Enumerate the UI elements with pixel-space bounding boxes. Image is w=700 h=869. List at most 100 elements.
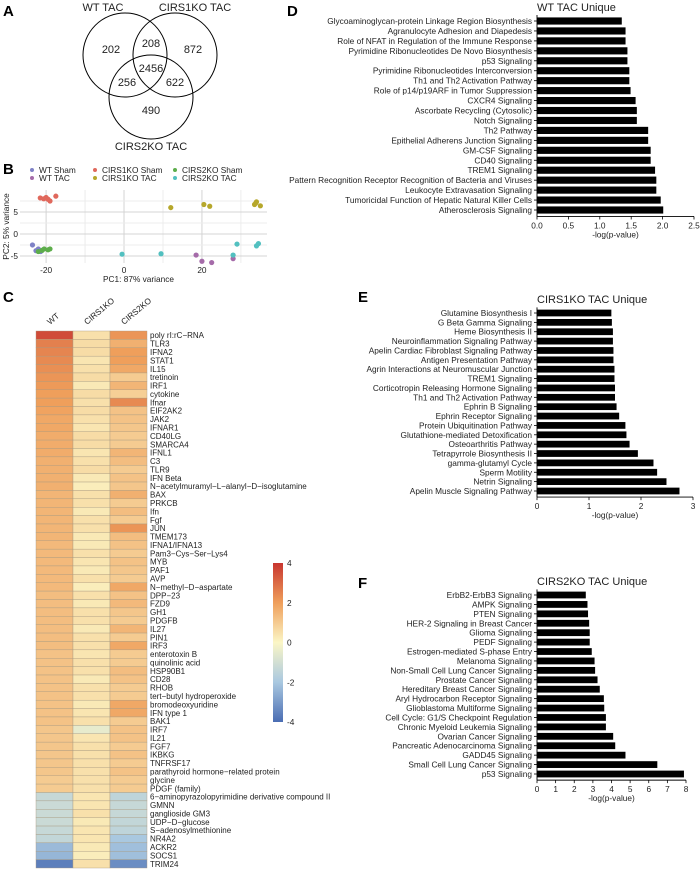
x-tick-label: -20 xyxy=(40,265,52,275)
heatmap-cell xyxy=(35,540,74,550)
heatmap-cell xyxy=(109,616,148,625)
heatmap-cell xyxy=(109,708,148,718)
x-tick-label: 5 xyxy=(628,784,633,794)
heatmap-cell xyxy=(109,574,148,583)
legend-marker xyxy=(173,168,177,172)
heatmap-row-label: ACKR2 xyxy=(150,843,177,852)
heatmap-row-label: Fgf xyxy=(150,516,162,525)
x-tick-label: 7 xyxy=(665,784,670,794)
heatmap-row-label: IFNA2 xyxy=(150,348,173,357)
heatmap-cell xyxy=(109,817,148,827)
heatmap-cell xyxy=(109,364,148,374)
bar-chart-cirs1ko-tac-unique: CIRS1KO TAC Unique Glutamine Biosynthesis… xyxy=(366,294,695,520)
heatmap-cell xyxy=(35,859,74,869)
heatmap-row-label: IFNAR1 xyxy=(150,423,179,432)
heatmap-cell xyxy=(72,683,111,692)
bar xyxy=(537,440,630,448)
heatmap-cell xyxy=(109,431,148,441)
heatmap-cell xyxy=(109,809,148,818)
heatmap-row-label: bromodeoxyuridine xyxy=(150,700,219,709)
heatmap-cell xyxy=(35,347,74,357)
heatmap-cell xyxy=(35,372,74,382)
category-label: PTEN Signaling xyxy=(473,609,532,619)
category-label: Pattern Recognition Receptor Recognition… xyxy=(289,175,532,185)
bar xyxy=(537,356,614,364)
venn-count-cirs2ko-only: 490 xyxy=(142,105,160,117)
heatmap-cell xyxy=(35,683,74,692)
data-point xyxy=(41,246,47,252)
category-label: Estrogen-mediated S-phase Entry xyxy=(407,647,533,657)
heatmap-cell xyxy=(109,465,148,474)
heatmap-row-label: RHOB xyxy=(150,684,173,693)
bar xyxy=(537,77,630,85)
heatmap-cell xyxy=(109,372,148,382)
heatmap-cell xyxy=(72,515,111,525)
heatmap-cell xyxy=(35,649,74,659)
category-label: Protein Ubiquitination Pathway xyxy=(419,420,533,430)
heatmap-cell xyxy=(72,708,111,718)
chart-title: WT TAC Unique xyxy=(537,2,616,14)
x-tick-label: 0.5 xyxy=(563,220,575,230)
category-label: Ovarian Cancer Signaling xyxy=(437,731,532,741)
category-label: Glutamine Biosynthesis I xyxy=(441,308,532,318)
legend-marker xyxy=(30,176,34,180)
heatmap-cell xyxy=(72,439,111,449)
data-point xyxy=(207,203,213,209)
category-label: GADD45 Signaling xyxy=(462,750,532,760)
venn-label-cirs2ko: CIRS2KO TAC xyxy=(115,141,187,153)
bar xyxy=(537,422,626,429)
heatmap-row-label: PDGFB xyxy=(150,616,178,625)
heatmap-cell xyxy=(35,750,74,760)
heatmap-cell xyxy=(35,582,74,592)
legend-label: WT TAC xyxy=(39,173,70,183)
heatmap-row-label: IL27 xyxy=(150,625,166,634)
heatmap-row-label: TLR3 xyxy=(150,340,170,349)
heatmap-cell xyxy=(109,834,148,844)
heatmap-cell xyxy=(72,414,111,424)
heatmap-row-label: IRF3 xyxy=(150,642,168,651)
heatmap-cell xyxy=(35,381,74,390)
heatmap-cell xyxy=(72,532,111,541)
data-point xyxy=(234,241,240,247)
heatmap-cell xyxy=(72,540,111,550)
category-label: Prostate Cancer Signaling xyxy=(436,675,533,685)
heatmap-cell xyxy=(109,699,148,709)
heatmap-column-label: CIRS1KO xyxy=(82,295,117,326)
category-label: Melanoma Signaling xyxy=(457,656,533,666)
x-tick-label: 0.0 xyxy=(531,220,543,230)
heatmap-row-label: PAF1 xyxy=(150,566,170,575)
heatmap-cell xyxy=(35,658,74,667)
heatmap-cell xyxy=(72,809,111,818)
colorbar-tick-label: 0 xyxy=(287,638,292,648)
heatmap-cell xyxy=(109,507,148,516)
heatmap-row-label: TRIM24 xyxy=(150,860,179,869)
heatmap-cell xyxy=(72,590,111,600)
heatmap-cell xyxy=(72,599,111,609)
heatmap-row-label: BAK1 xyxy=(150,717,171,726)
category-label: Agrin Interactions at Neuromuscular Junc… xyxy=(366,364,532,374)
heatmap-row-label: IFN Beta xyxy=(150,474,182,483)
venn-count-wt-cirs2ko: 256 xyxy=(118,77,136,89)
heatmap-cell xyxy=(109,666,148,676)
heatmap-row-label: TNFRSF17 xyxy=(150,759,191,768)
category-label: CD40 Signaling xyxy=(474,155,532,165)
heatmap-cell xyxy=(109,557,148,567)
heatmap-cell xyxy=(72,834,111,844)
x-tick-label: 3 xyxy=(591,784,596,794)
heatmap-row-label: PDGF (family) xyxy=(150,784,201,793)
bar xyxy=(537,761,658,768)
heatmap-cell xyxy=(72,792,111,802)
heatmap-cell xyxy=(72,767,111,776)
heatmap-row-label: MYB xyxy=(150,558,167,567)
heatmap-cell xyxy=(109,842,148,852)
bar xyxy=(537,638,590,646)
heatmap-row-label: glycine xyxy=(150,776,175,785)
category-label: Heme Biosynthesis II xyxy=(454,327,532,337)
heatmap-cell xyxy=(109,548,148,558)
heatmap-row-label: N−acetylmuramyl−L−alanyl−D−isoglutamine xyxy=(150,482,307,491)
heatmap-cell xyxy=(35,792,74,802)
heatmap-cell xyxy=(109,649,148,659)
heatmap-cell xyxy=(109,607,148,617)
category-label: Agranulocyte Adhesion and Diapedesis xyxy=(388,26,532,36)
heatmap-cell xyxy=(109,565,148,575)
